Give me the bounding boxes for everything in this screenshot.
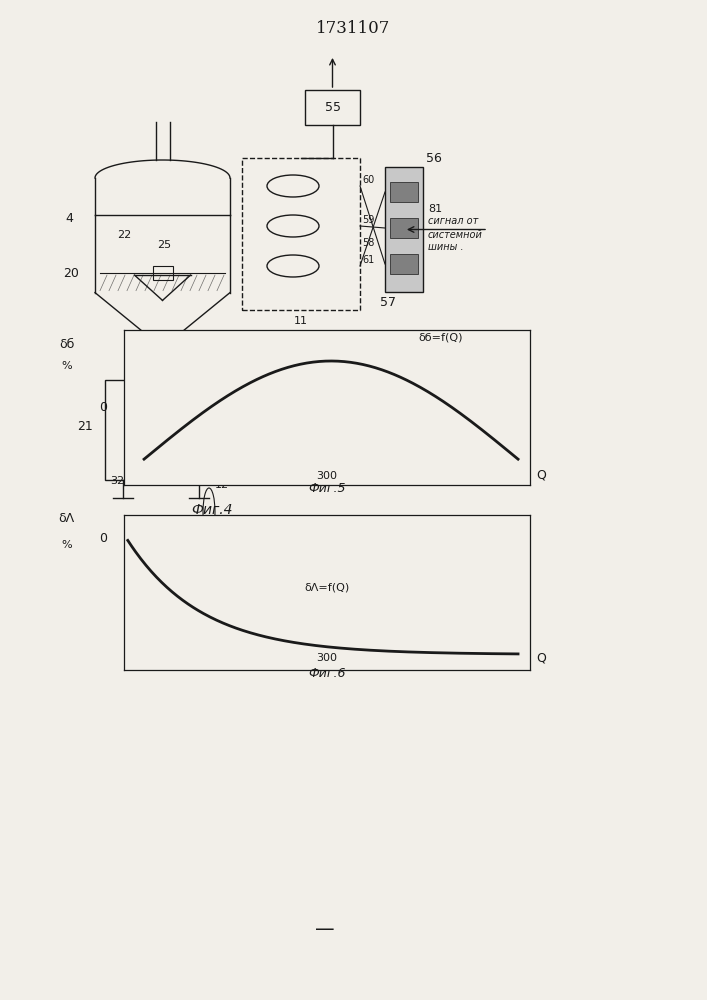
Text: Фиг.4: Фиг.4 (192, 503, 233, 517)
Text: δΛ: δΛ (59, 512, 75, 525)
Bar (390, 254, 418, 274)
Text: δб=f(Q): δб=f(Q) (419, 332, 463, 342)
Text: 22: 22 (117, 230, 132, 240)
Text: 300: 300 (317, 653, 337, 663)
Text: δΛ=f(Q): δΛ=f(Q) (304, 583, 350, 593)
Text: 55: 55 (325, 101, 341, 114)
Text: 21: 21 (77, 420, 93, 433)
Text: 59: 59 (362, 215, 375, 225)
Text: 25: 25 (157, 240, 171, 250)
Text: Фиг.5: Фиг.5 (308, 482, 346, 495)
Text: 0: 0 (100, 401, 107, 414)
Bar (390, 182, 418, 202)
Text: 12: 12 (215, 480, 229, 490)
Text: 0: 0 (100, 532, 107, 545)
Text: 300: 300 (317, 471, 337, 481)
Text: сигнал от: сигнал от (428, 217, 478, 227)
Text: --: -- (348, 473, 358, 487)
Bar (242, 158, 360, 310)
Text: 57: 57 (380, 296, 396, 309)
Text: Q: Q (537, 469, 547, 482)
Text: 31: 31 (169, 414, 183, 424)
Text: 61: 61 (362, 255, 374, 265)
Bar (385, 167, 423, 292)
Text: системной: системной (428, 230, 483, 239)
Text: δб: δб (59, 338, 74, 351)
Text: 60: 60 (362, 175, 374, 185)
Text: к микропроцессору: к микропроцессору (184, 550, 285, 560)
Text: %: % (62, 361, 72, 371)
Text: 32: 32 (110, 476, 124, 486)
Bar (390, 218, 418, 238)
Bar (153, 266, 173, 280)
Text: Фиг.6: Фиг.6 (308, 667, 346, 680)
Text: 58: 58 (362, 238, 375, 248)
Text: 4: 4 (65, 212, 73, 225)
Bar (105, 380, 217, 480)
Bar (305, 90, 360, 125)
Text: —: — (315, 920, 335, 939)
Text: 20: 20 (63, 267, 79, 280)
Text: 11: 11 (294, 316, 308, 326)
Text: Q: Q (537, 651, 547, 664)
Text: 81: 81 (428, 204, 442, 214)
Text: шины .: шины . (428, 241, 464, 251)
Text: 1731107: 1731107 (316, 20, 390, 37)
Text: 56: 56 (426, 152, 442, 165)
Text: %: % (62, 540, 72, 550)
